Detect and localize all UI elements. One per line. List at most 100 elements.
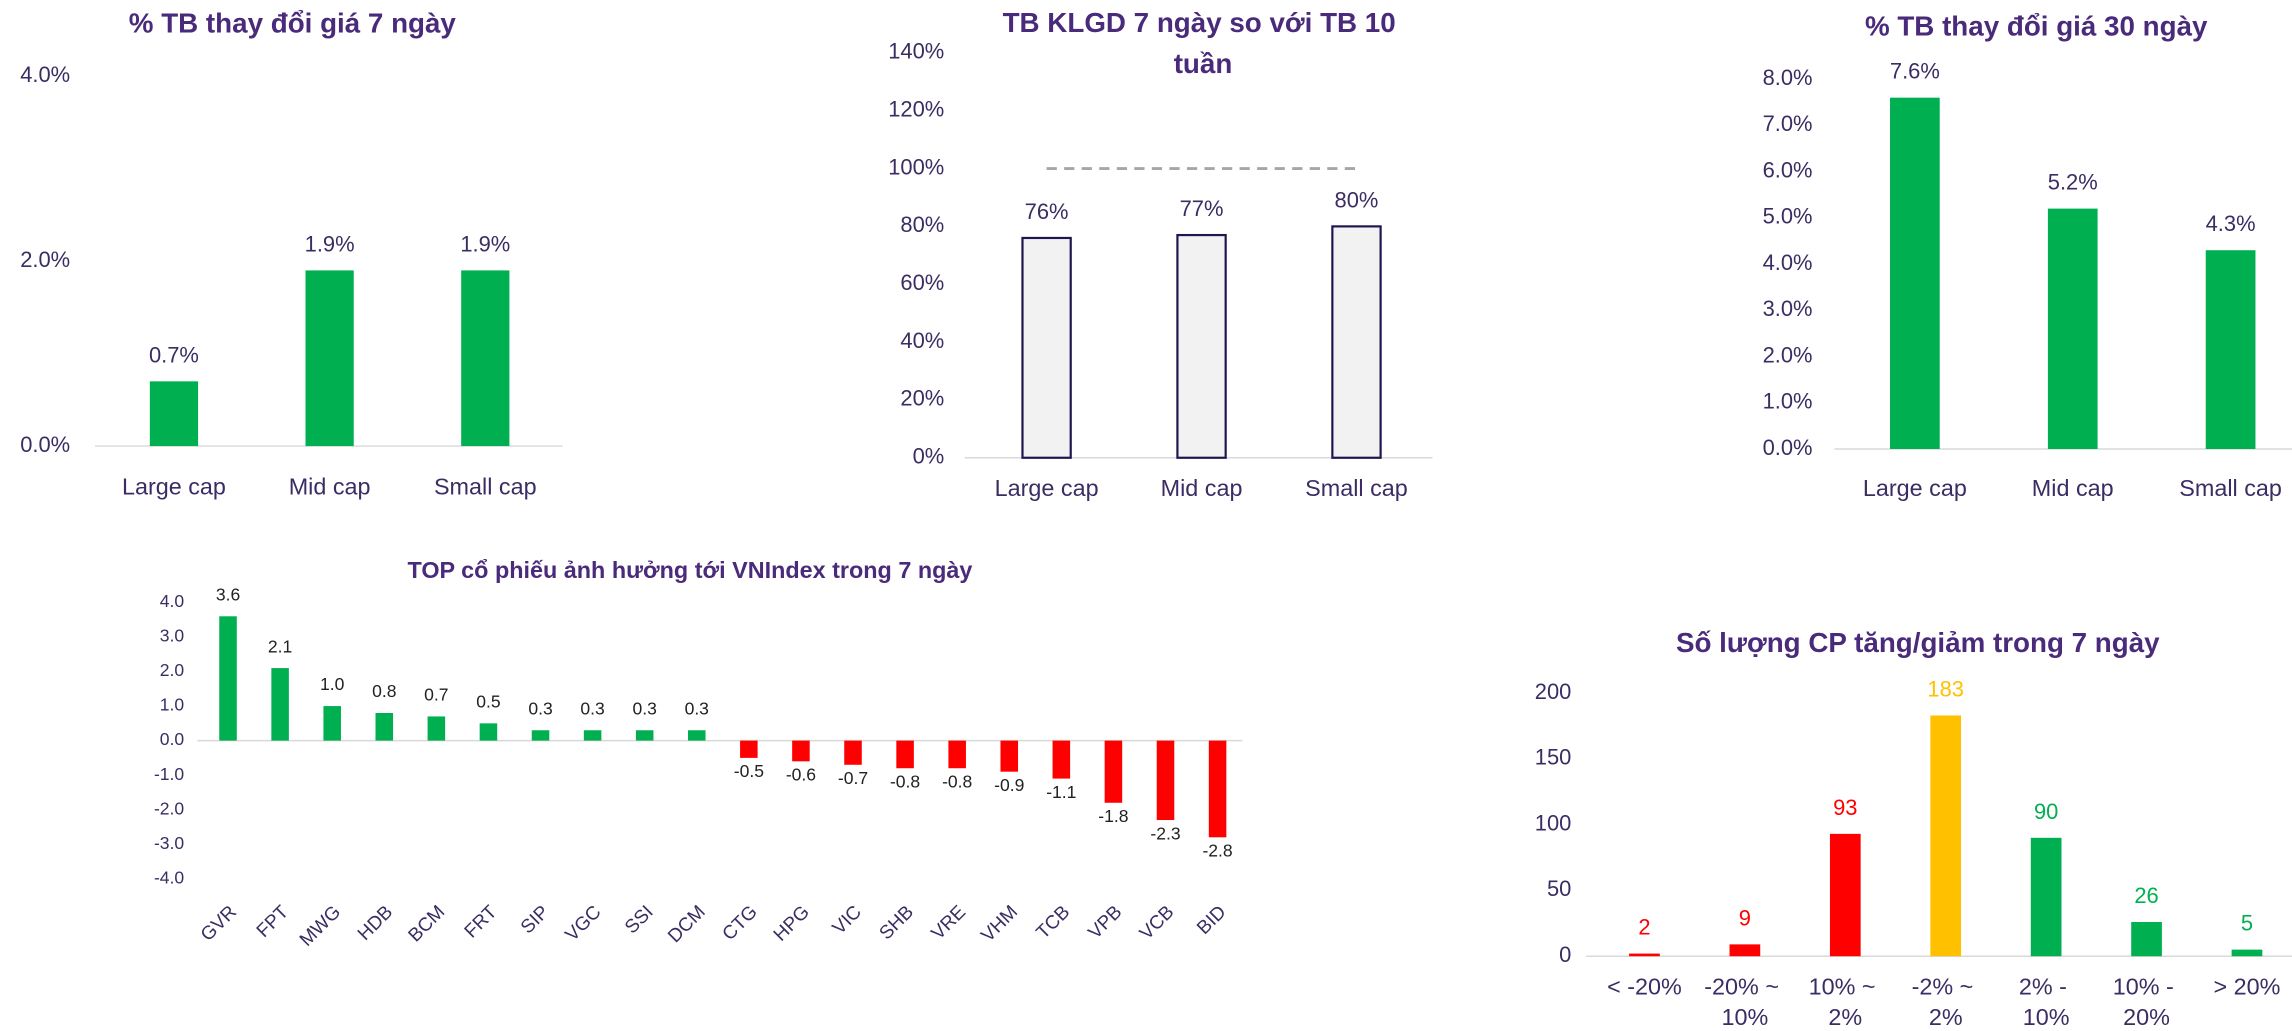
y-tick-label: 20% [900, 386, 944, 411]
x-tick-label: Mid cap [289, 474, 371, 500]
x-tick-label: TCB [1033, 902, 1075, 944]
data-label: -0.7 [838, 768, 868, 788]
chart-title: % TB thay đổi giá 30 ngày [1865, 10, 2208, 41]
data-label: -0.8 [890, 771, 920, 791]
y-tick-label: 60% [900, 270, 944, 295]
bar [427, 716, 446, 741]
x-tick-label: VCB [1136, 902, 1178, 944]
x-tick-label: Small cap [434, 474, 537, 500]
y-tick-label: 7.0% [1763, 111, 1813, 136]
y-tick-label: -1.0 [154, 764, 184, 784]
bar [1000, 740, 1019, 772]
y-tick-label: 200 [1535, 679, 1572, 704]
bar [1829, 833, 1861, 957]
chart-title: TOP cổ phiếu ảnh hưởng tới VNIndex trong… [407, 557, 972, 583]
data-label: 1.9% [305, 231, 355, 256]
data-label: 0.3 [685, 698, 709, 718]
y-tick-label: 50 [1547, 876, 1571, 901]
chart-title: TB KLGD 7 ngày so với TB 10 tuần [1003, 7, 1404, 79]
y-tick-label: 0.0% [1763, 435, 1813, 460]
x-tick-label: < -20% [1607, 974, 1682, 1000]
bar [740, 740, 758, 758]
x-tick-label: BID [1193, 902, 1230, 939]
data-label: 183 [1927, 676, 1964, 701]
x-tick-label: -2% ~ 2% [1912, 974, 1980, 1031]
bar [2047, 208, 2098, 449]
bar [1729, 944, 1761, 957]
bar [1208, 740, 1227, 838]
y-tick-label: -3.0 [154, 833, 184, 853]
y-tick-label: 6.0% [1763, 157, 1813, 182]
y-tick-label: 40% [900, 328, 944, 353]
data-label: 5.2% [2048, 170, 2098, 195]
x-tick-label: Mid cap [2032, 475, 2114, 501]
x-tick-label: Large cap [995, 475, 1099, 501]
x-tick-label: Small cap [1305, 475, 1408, 501]
x-tick-label: HPG [770, 902, 814, 946]
y-tick-label: -4.0 [154, 867, 184, 887]
data-label: -1.8 [1098, 806, 1128, 826]
data-label: 3.6 [216, 584, 240, 604]
bar [2231, 949, 2263, 957]
data-label: -0.6 [786, 765, 816, 785]
data-label: 0.5 [476, 692, 501, 712]
data-label: 5 [2241, 911, 2253, 936]
data-label: -0.9 [994, 775, 1024, 795]
bar [149, 381, 199, 447]
bar [1052, 740, 1071, 779]
bar [948, 740, 966, 769]
x-tick-label: CTG [719, 902, 762, 945]
bar [1104, 740, 1123, 803]
bar [687, 730, 706, 741]
y-tick-label: 100% [888, 154, 944, 179]
bar [479, 723, 498, 741]
x-tick-label: HDB [354, 902, 397, 945]
data-label: -0.5 [734, 761, 764, 781]
x-tick-label: 10% - 20% [2113, 974, 2181, 1031]
bar [375, 712, 394, 741]
data-label: 9 [1739, 905, 1751, 930]
x-tick-label: Mid cap [1161, 475, 1243, 501]
x-tick-label: SSI [621, 902, 658, 939]
x-tick-label: DCM [664, 902, 709, 947]
x-tick-label: VPB [1085, 902, 1127, 944]
bar [792, 740, 810, 762]
x-tick-label: Small cap [2179, 475, 2282, 501]
y-tick-label: 100 [1535, 810, 1572, 835]
bar [461, 270, 510, 447]
y-tick-label: 8.0% [1763, 65, 1813, 90]
y-tick-label: 1.0 [160, 695, 185, 715]
data-label: 0.7 [424, 685, 448, 705]
bar [2030, 837, 2062, 957]
bar [635, 730, 654, 741]
x-tick-label: VRE [928, 902, 970, 944]
data-label: 76% [1025, 199, 1069, 224]
y-tick-label: 0.0% [20, 432, 70, 457]
data-label: 0.8 [372, 681, 396, 701]
y-tick-label: 3.0% [1763, 296, 1813, 321]
bar [2131, 922, 2162, 957]
y-tick-label: 0% [913, 444, 945, 469]
data-label: 0.3 [632, 698, 656, 718]
bar [1156, 740, 1175, 821]
y-tick-label: 2.0 [160, 660, 185, 680]
y-tick-label: 80% [900, 212, 944, 237]
bar [323, 706, 341, 741]
x-tick-label: VGC [562, 902, 606, 946]
data-label: 80% [1335, 187, 1379, 212]
x-tick-label: 2% - 10% [2019, 974, 2074, 1031]
x-tick-label: BCM [405, 902, 450, 947]
x-tick-label: Large cap [1863, 475, 1967, 501]
x-tick-label: Large cap [122, 474, 226, 500]
data-label: 93 [1833, 795, 1857, 820]
x-tick-label: FRT [461, 901, 502, 942]
x-tick-label: 10% ~ 2% [1809, 974, 1882, 1031]
y-tick-label: -2.0 [154, 798, 184, 818]
data-label: 2 [1638, 915, 1650, 940]
bar [1021, 236, 1072, 459]
data-label: 4.3% [2206, 211, 2256, 236]
x-tick-label: SIP [517, 902, 554, 939]
bar [896, 740, 914, 769]
y-tick-label: 4.0% [20, 62, 70, 87]
